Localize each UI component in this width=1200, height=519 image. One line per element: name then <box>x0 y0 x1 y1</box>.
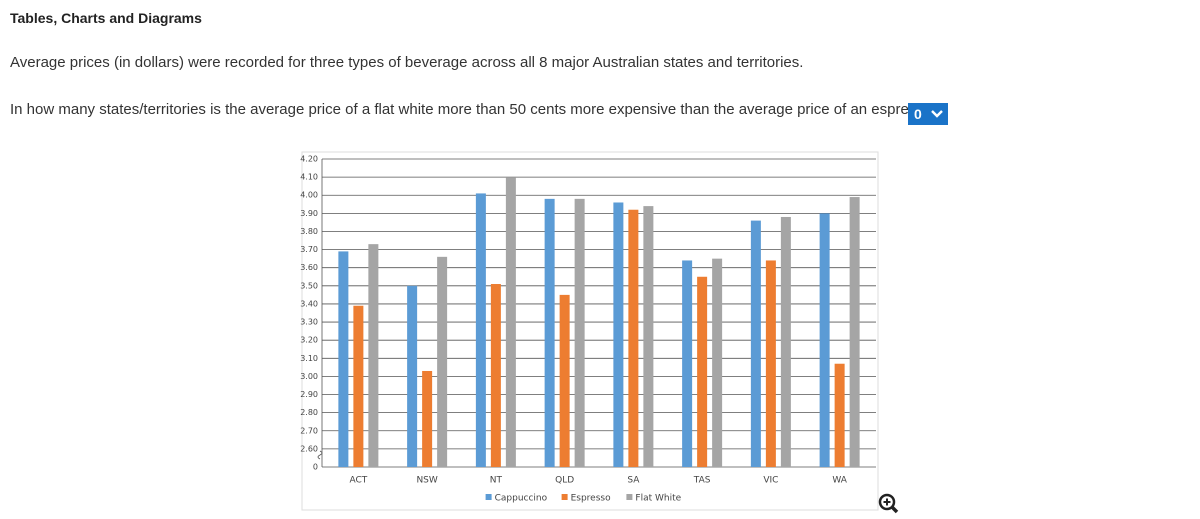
bar <box>780 216 791 467</box>
bar <box>697 276 708 467</box>
legend-swatch <box>561 494 568 500</box>
x-tick-label: WA <box>832 476 847 486</box>
bar <box>368 244 379 467</box>
y-tick-label: 4.20 <box>300 155 318 164</box>
x-tick-label: NT <box>490 476 503 486</box>
y-tick-label: 4.00 <box>300 191 318 200</box>
y-tick-label: 3.50 <box>300 281 318 290</box>
bar <box>505 177 516 467</box>
bar <box>765 260 776 467</box>
answer-value: 0 <box>914 106 922 122</box>
bar <box>628 209 639 467</box>
bar <box>544 198 555 467</box>
y-tick-label: 3.90 <box>300 209 318 218</box>
y-tick-label: 0 <box>313 463 318 472</box>
section-title: Tables, Charts and Diagrams <box>10 10 202 26</box>
bar <box>750 220 761 467</box>
bar <box>353 305 364 467</box>
x-tick-label: QLD <box>555 476 574 486</box>
y-tick-label: 4.10 <box>300 173 318 182</box>
bar <box>712 258 723 467</box>
bar <box>475 193 486 467</box>
y-tick-label: 3.20 <box>300 336 318 345</box>
bar <box>849 197 860 467</box>
intro-text: Average prices (in dollars) were recorde… <box>10 54 804 71</box>
legend-label: Cappuccino <box>495 494 548 504</box>
legend-label: Espresso <box>571 494 612 504</box>
y-tick-label: 2.70 <box>300 426 318 435</box>
bar <box>407 285 418 467</box>
legend-label: Flat White <box>635 494 681 504</box>
axis-break <box>317 450 323 460</box>
answer-dropdown[interactable]: 0 <box>908 103 948 125</box>
x-tick-label: NSW <box>416 476 437 486</box>
legend-swatch <box>485 494 492 500</box>
bar <box>819 213 830 467</box>
bar <box>613 202 624 467</box>
bar <box>682 260 693 467</box>
bar <box>338 251 349 467</box>
y-tick-label: 3.40 <box>300 299 318 308</box>
y-tick-label: 3.70 <box>300 245 318 254</box>
x-tick-label: VIC <box>763 476 778 486</box>
bar <box>643 206 654 467</box>
x-tick-label: ACT <box>349 476 367 486</box>
x-tick-label: TAS <box>693 476 711 486</box>
y-tick-label: 2.80 <box>300 408 318 417</box>
bar <box>559 294 570 467</box>
question-text: In how many states/territories is the av… <box>10 101 941 118</box>
legend-swatch <box>626 494 633 500</box>
zoom-icon[interactable] <box>878 493 899 514</box>
y-tick-label: 2.90 <box>300 390 318 399</box>
bar <box>574 198 585 467</box>
bar <box>422 370 433 467</box>
bar <box>437 256 448 467</box>
y-tick-label: 3.00 <box>300 372 318 381</box>
bar <box>490 284 501 467</box>
y-tick-label: 3.30 <box>300 318 318 327</box>
y-tick-label: 3.80 <box>300 227 318 236</box>
dropdown-arrow <box>931 110 943 118</box>
x-tick-label: SA <box>627 476 640 486</box>
y-tick-label: 2.60 <box>300 444 318 453</box>
chart-frame <box>301 151 879 511</box>
bar <box>834 363 845 467</box>
y-tick-label: 3.60 <box>300 263 318 272</box>
y-tick-label: 3.10 <box>300 354 318 363</box>
